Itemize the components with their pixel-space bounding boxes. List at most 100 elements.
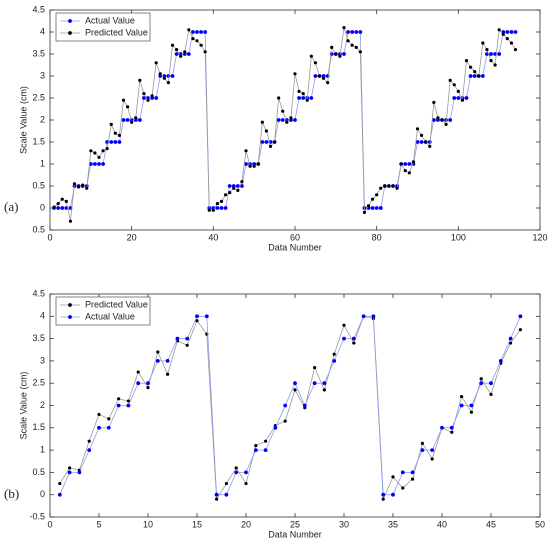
data-point bbox=[381, 492, 386, 497]
data-point bbox=[199, 43, 203, 47]
data-point bbox=[387, 184, 391, 188]
data-point bbox=[223, 193, 228, 197]
data-point bbox=[215, 206, 220, 210]
data-point bbox=[223, 206, 228, 210]
data-point bbox=[342, 323, 346, 327]
data-point bbox=[264, 439, 268, 443]
data-point bbox=[72, 182, 77, 186]
data-point bbox=[464, 59, 469, 63]
x-tick-label: 0 bbox=[47, 519, 52, 529]
data-point bbox=[244, 481, 248, 486]
data-point bbox=[285, 120, 289, 124]
data-point bbox=[214, 492, 219, 497]
data-point bbox=[146, 98, 150, 102]
data-point bbox=[477, 74, 481, 78]
data-point bbox=[158, 72, 162, 76]
data-point bbox=[346, 39, 350, 43]
data-point bbox=[195, 39, 199, 43]
data-point bbox=[57, 492, 62, 497]
legend-box bbox=[55, 12, 151, 42]
data-point bbox=[170, 74, 175, 78]
data-point bbox=[174, 48, 179, 52]
data-point bbox=[430, 448, 435, 452]
y-tick-label: 1.5 bbox=[32, 422, 45, 432]
data-point bbox=[166, 74, 171, 78]
data-point bbox=[424, 140, 428, 144]
data-point bbox=[480, 74, 485, 78]
panel-label: (a) bbox=[4, 199, 18, 214]
data-point bbox=[166, 372, 170, 376]
y-tick-label: -0.5 bbox=[29, 511, 45, 521]
x-axis-label: Data Number bbox=[268, 242, 322, 252]
data-point bbox=[156, 350, 160, 354]
data-point bbox=[215, 202, 220, 206]
data-point bbox=[374, 206, 379, 210]
data-point bbox=[106, 425, 111, 430]
data-point bbox=[509, 41, 514, 45]
y-tick-label: 1 bbox=[40, 444, 45, 454]
x-tick-label: 20 bbox=[241, 519, 251, 529]
data-point bbox=[497, 52, 502, 56]
y-tick-label: 3.5 bbox=[32, 48, 45, 58]
data-point bbox=[240, 180, 244, 184]
data-point bbox=[97, 425, 101, 430]
data-point bbox=[204, 314, 209, 319]
data-point bbox=[125, 105, 130, 109]
data-point bbox=[410, 470, 415, 475]
data-point bbox=[509, 341, 513, 345]
data-point bbox=[452, 96, 457, 100]
data-point bbox=[146, 381, 150, 386]
legend-marker bbox=[68, 315, 72, 319]
data-point bbox=[195, 319, 199, 323]
data-point bbox=[68, 219, 73, 223]
data-point bbox=[185, 343, 189, 347]
data-point bbox=[498, 359, 503, 363]
data-point bbox=[518, 314, 523, 319]
x-tick-label: 0 bbox=[47, 232, 52, 242]
data-point bbox=[186, 52, 191, 56]
y-tick-label: 2.5 bbox=[32, 378, 45, 388]
data-point bbox=[472, 74, 477, 78]
data-point bbox=[313, 365, 317, 370]
data-point bbox=[244, 162, 248, 166]
data-point bbox=[419, 133, 424, 137]
data-point bbox=[264, 129, 269, 133]
y-tick-label: 4.5 bbox=[32, 4, 45, 14]
data-point bbox=[400, 470, 405, 475]
data-point bbox=[93, 151, 97, 155]
legend-box bbox=[55, 296, 151, 326]
data-point bbox=[305, 98, 309, 102]
data-point bbox=[235, 184, 240, 188]
data-point bbox=[76, 185, 81, 189]
y-axis-label: Scale Value (cm) bbox=[18, 372, 28, 440]
data-point bbox=[219, 206, 224, 210]
data-point bbox=[489, 52, 493, 56]
data-point bbox=[361, 314, 366, 319]
data-point bbox=[87, 439, 91, 443]
data-point bbox=[85, 186, 89, 190]
data-point bbox=[199, 30, 203, 34]
data-point bbox=[97, 162, 101, 166]
data-point bbox=[325, 74, 330, 78]
data-point bbox=[479, 381, 484, 386]
data-point bbox=[358, 30, 363, 34]
data-point bbox=[130, 120, 134, 124]
data-point bbox=[508, 336, 513, 341]
data-point bbox=[277, 96, 281, 100]
data-point bbox=[301, 92, 305, 96]
data-point bbox=[489, 392, 493, 396]
data-point bbox=[195, 314, 199, 319]
data-point bbox=[283, 403, 288, 408]
data-point bbox=[468, 65, 473, 69]
y-tick-label: 4 bbox=[40, 311, 45, 321]
data-point bbox=[52, 205, 56, 209]
data-point bbox=[473, 70, 477, 74]
data-point bbox=[134, 116, 138, 120]
data-point bbox=[440, 118, 444, 122]
data-point bbox=[224, 481, 228, 486]
data-point bbox=[77, 470, 82, 475]
data-point bbox=[101, 162, 105, 166]
data-point bbox=[215, 497, 219, 501]
data-point bbox=[203, 30, 208, 34]
x-tick-label: 100 bbox=[451, 232, 466, 242]
